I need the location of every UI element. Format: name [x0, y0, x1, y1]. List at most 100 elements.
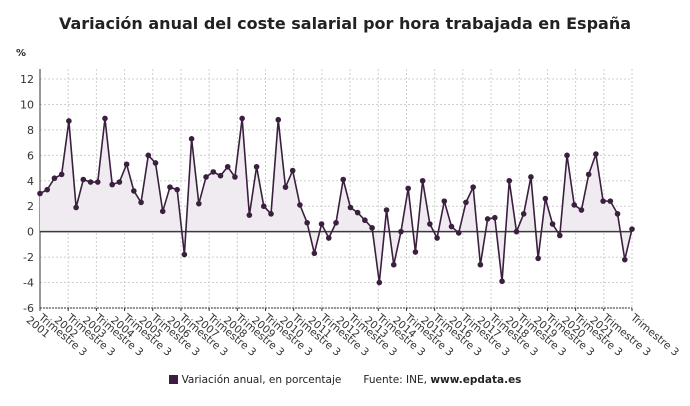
- source-note: Fuente: INE, www.epdata.es: [363, 374, 521, 386]
- data-point: [289, 167, 296, 174]
- data-point: [109, 181, 115, 188]
- data-point: [239, 115, 245, 122]
- data-point: [37, 190, 43, 197]
- data-point: [138, 199, 144, 206]
- data-point: [217, 172, 224, 179]
- data-point: [484, 216, 491, 222]
- data-point: [621, 256, 628, 263]
- data-point: [557, 232, 563, 239]
- data-point: [513, 228, 520, 235]
- data-point: [58, 171, 65, 178]
- data-point: [304, 219, 310, 226]
- data-point: [174, 186, 180, 193]
- data-point: [434, 235, 440, 241]
- data-point: [333, 219, 339, 226]
- data-point: [629, 226, 635, 232]
- data-point: [600, 198, 606, 204]
- data-point: [528, 174, 534, 180]
- data-point: [419, 177, 426, 184]
- y-tick-label: -4: [23, 277, 34, 290]
- data-point: [73, 204, 79, 211]
- source-link[interactable]: www.epdata.es: [430, 374, 522, 386]
- data-point: [369, 225, 375, 231]
- data-point: [340, 176, 347, 183]
- y-tick-label: 12: [20, 73, 34, 86]
- data-point: [152, 160, 159, 166]
- data-point: [578, 207, 585, 213]
- chart-title: Variación anual del coste salarial por h…: [58, 14, 632, 33]
- y-tick-label: -6: [23, 302, 34, 315]
- data-point: [210, 169, 217, 175]
- data-point: [405, 185, 411, 192]
- data-point: [268, 211, 274, 217]
- data-point: [412, 249, 419, 255]
- data-point: [131, 188, 137, 194]
- data-point: [549, 221, 556, 227]
- data-point: [390, 261, 397, 268]
- y-tick-label: 10: [20, 98, 34, 111]
- data-point: [427, 221, 433, 227]
- data-point: [614, 211, 621, 217]
- data-point: [325, 235, 332, 241]
- data-point: [318, 221, 325, 227]
- data-point: [492, 214, 498, 221]
- data-point: [362, 217, 368, 224]
- data-point: [246, 212, 253, 218]
- data-point: [441, 198, 448, 204]
- data-point: [282, 184, 289, 190]
- data-point: [455, 230, 462, 236]
- data-point: [499, 278, 505, 285]
- data-point: [463, 199, 469, 206]
- data-point: [448, 223, 455, 230]
- data-point: [593, 151, 599, 157]
- y-tick-label: 0: [27, 226, 34, 239]
- y-tick-label: 6: [27, 149, 34, 162]
- data-point: [398, 228, 404, 235]
- data-point: [470, 184, 476, 190]
- data-point: [535, 255, 541, 262]
- data-point: [376, 279, 383, 286]
- data-point: [66, 118, 72, 124]
- data-point: [159, 208, 166, 215]
- data-point: [275, 116, 282, 123]
- data-point: [87, 179, 94, 185]
- data-point: [383, 207, 390, 213]
- legend-label: Variación anual, en porcentaje: [181, 374, 342, 386]
- y-tick-label: -2: [23, 251, 34, 264]
- data-point: [44, 186, 51, 193]
- data-point: [145, 152, 152, 159]
- data-point: [116, 179, 123, 185]
- y-tick-label: 8: [27, 124, 34, 137]
- data-point: [188, 135, 195, 142]
- data-point: [607, 198, 614, 204]
- data-point: [477, 261, 484, 268]
- source-prefix: Fuente: INE,: [363, 374, 431, 386]
- data-point: [564, 152, 570, 159]
- y-tick-label: 4: [27, 175, 34, 188]
- data-point: [311, 250, 318, 257]
- data-point: [261, 203, 267, 210]
- data-point: [102, 115, 108, 122]
- x-tick-label: Trimestre 32001: [24, 307, 89, 367]
- area-fill: [40, 118, 632, 283]
- data-point: [506, 177, 513, 184]
- legend: Variación anual, en porcentaje Fuente: IN…: [0, 374, 690, 386]
- data-point: [94, 179, 101, 185]
- data-point: [542, 195, 549, 202]
- data-point: [354, 209, 361, 216]
- data-point: [51, 175, 58, 182]
- data-point: [347, 204, 354, 211]
- data-point: [571, 202, 578, 208]
- data-point: [232, 174, 238, 180]
- legend-swatch: [168, 375, 178, 384]
- data-point: [167, 184, 173, 190]
- data-point: [196, 200, 202, 207]
- data-point: [585, 171, 592, 178]
- data-point: [80, 176, 87, 183]
- data-point: [253, 163, 260, 170]
- y-axis-unit: %: [16, 48, 27, 59]
- data-point: [123, 161, 130, 168]
- data-point: [520, 211, 527, 217]
